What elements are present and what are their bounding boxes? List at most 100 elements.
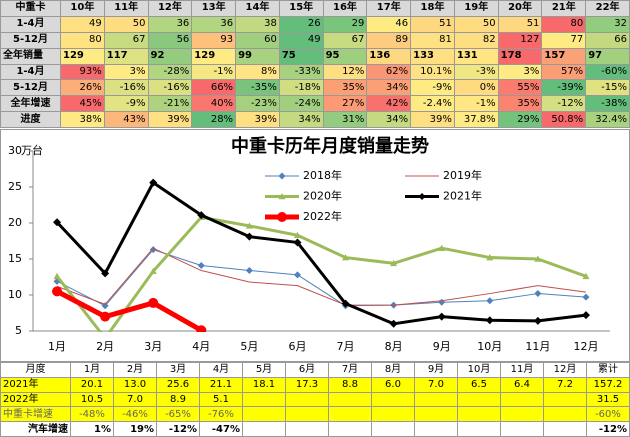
y-tick-label: 30 — [8, 144, 22, 157]
data-cell: -1% — [191, 63, 237, 81]
monthly-table: 月度 1月 2月 3月 4月 5月 6月 7月 8月 9月 10月 11月 12月 累计 2021年 20.1… — [0, 362, 630, 437]
marker — [486, 254, 494, 261]
data-cell — [414, 391, 458, 408]
data-cell — [371, 406, 415, 423]
marker — [534, 290, 542, 298]
data-cell: 157 — [541, 47, 587, 65]
data-cell: -12% — [156, 421, 200, 437]
marker — [196, 325, 207, 332]
y-tick-label: 10 — [8, 288, 22, 301]
data-cell: -2.4% — [410, 95, 455, 113]
table-row: 全年增速 45% -9% -21% 40% -23% -24% 27% 42% -2.4% -1% 3… — [0, 95, 630, 113]
data-cell: -23% — [235, 95, 280, 113]
data-cell: 35% — [497, 95, 543, 113]
y-tick-label: 25 — [8, 180, 22, 193]
data-cell: 82 — [453, 31, 499, 49]
table-row: 1-4月 49 50 36 36 38 26 29 46 51 50 51 80 32 — [0, 15, 630, 33]
marker — [101, 302, 109, 310]
data-cell — [328, 421, 372, 437]
table-row: 进度 38% 43% 39% 28% 39% 34% 31% 34% 39% 37.8% 29% 50.… — [0, 111, 630, 129]
header-cell: 21年 — [541, 0, 587, 17]
data-cell: 50.8% — [541, 111, 587, 129]
data-cell: 39% — [235, 111, 280, 129]
plot-area — [52, 178, 590, 332]
data-cell: 129 — [191, 47, 237, 65]
marker — [389, 319, 398, 328]
marker — [534, 255, 542, 262]
marker — [101, 269, 110, 278]
data-cell: 57% — [541, 63, 587, 81]
data-cell: 34% — [366, 79, 412, 97]
marker — [245, 222, 253, 229]
data-cell: 36 — [191, 15, 237, 33]
data-cell: -16% — [103, 79, 149, 97]
x-tick-label: 11月 — [525, 340, 550, 353]
row-label: 5-12月 — [0, 31, 61, 49]
data-cell — [457, 391, 501, 408]
data-cell: 6.4 — [500, 376, 544, 393]
table-row: 2021年 20.1 13.0 25.6 21.1 18.1 17.3 8.8 6.0 7.0 6.… — [0, 376, 630, 393]
data-cell: 20.1 — [70, 376, 114, 393]
data-cell: 67 — [103, 31, 149, 49]
marker — [245, 232, 254, 241]
data-cell: 39% — [147, 111, 193, 129]
data-cell — [371, 421, 415, 437]
data-cell: -16% — [147, 79, 193, 97]
chart: 中重卡历年月度销量走势 万台 5 10 15 20 25 30 1月 2月 3月 4月 5月 6月 7月… — [0, 129, 630, 362]
data-cell — [328, 391, 372, 408]
y-tick-label: 15 — [8, 252, 22, 265]
header-cell: 8月 — [371, 362, 415, 378]
x-tick-label: 5月 — [240, 340, 258, 353]
data-cell — [414, 421, 458, 437]
data-cell: 38% — [60, 111, 105, 129]
table-row: 1-4月 93% 3% -28% -1% 8% -33% 12% 62% 10.1% -3% 3% 57… — [0, 63, 630, 81]
data-cell: -76% — [199, 406, 243, 423]
data-cell: 43% — [103, 111, 149, 129]
data-cell: 26 — [278, 15, 324, 33]
marker — [149, 267, 157, 275]
x-tick-label: 3月 — [144, 340, 162, 353]
data-cell: 3% — [103, 63, 149, 81]
header-cell: 18年 — [410, 0, 455, 17]
data-cell: 17.3 — [285, 376, 329, 393]
data-cell: 12% — [322, 63, 368, 81]
table-row: 全年销量 129 117 92 129 99 75 95 136 133 131 178 157 97 — [0, 47, 630, 65]
y-axis-label: 万台 — [21, 143, 43, 157]
data-cell — [242, 421, 286, 437]
header-cell: 6月 — [285, 362, 329, 378]
marker — [149, 178, 158, 187]
data-cell: 0% — [453, 79, 499, 97]
marker — [581, 311, 590, 320]
header-cell: 16年 — [322, 0, 368, 17]
data-cell: 117 — [103, 47, 149, 65]
header-cell: 19年 — [453, 0, 499, 17]
legend-label: 2022年 — [303, 209, 342, 223]
data-cell: 80 — [60, 31, 105, 49]
data-cell: 81 — [410, 31, 455, 49]
y-tick-label: 20 — [8, 216, 22, 229]
data-cell: 45% — [60, 95, 105, 113]
data-cell: -65% — [156, 406, 200, 423]
header-cell: 11月 — [500, 362, 544, 378]
data-cell — [242, 391, 286, 408]
marker — [582, 272, 590, 280]
data-cell: -15% — [585, 79, 630, 97]
data-cell: 39% — [410, 111, 455, 129]
data-cell: 49 — [60, 15, 105, 33]
data-cell: -3% — [453, 63, 499, 81]
data-cell — [500, 391, 544, 408]
data-cell: 27% — [322, 95, 368, 113]
data-cell — [414, 406, 458, 423]
data-cell: 136 — [366, 47, 412, 65]
data-cell: 10.5 — [70, 391, 114, 408]
header-cell: 12月 — [543, 362, 587, 378]
data-cell: 5.1 — [199, 391, 243, 408]
data-cell: 34% — [366, 111, 412, 129]
marker — [533, 316, 542, 325]
data-cell: 60 — [235, 31, 280, 49]
header-cell: 22年 — [585, 0, 630, 17]
data-cell: -35% — [235, 79, 280, 97]
marker — [53, 272, 61, 280]
marker — [437, 312, 446, 321]
data-cell: 42% — [366, 95, 412, 113]
